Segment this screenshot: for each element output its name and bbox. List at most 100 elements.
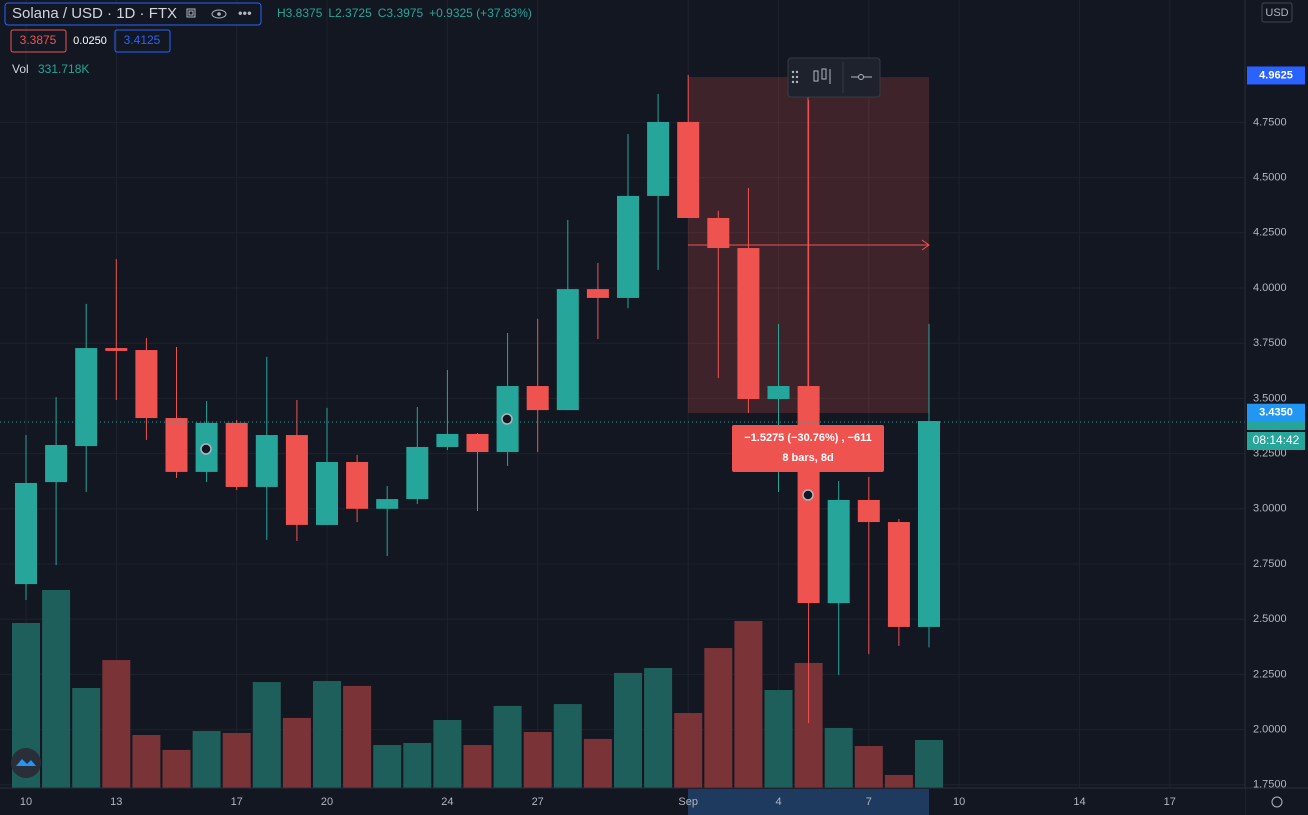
- volume-bar: [282, 717, 311, 788]
- x-tick-label: 20: [321, 796, 333, 808]
- time-axis-labels: 10 13 17 20 24 27 Sep 4 7 10 14 17: [20, 796, 1176, 808]
- volume-bar: [674, 713, 703, 788]
- time-axis: [0, 788, 1245, 815]
- x-tick-label: 24: [441, 796, 453, 808]
- more-icon[interactable]: •••: [238, 5, 252, 20]
- symbol-box[interactable]: [4, 2, 262, 26]
- candle-body: [918, 421, 940, 627]
- volume-bar: [523, 731, 552, 788]
- drag-handle[interactable]: [791, 70, 799, 84]
- y-tick-label: 2.5000: [1253, 613, 1287, 625]
- candle-body: [556, 289, 579, 411]
- settings-icon[interactable]: [813, 68, 831, 84]
- x-tick-label: 4: [775, 796, 781, 808]
- currency-box[interactable]: [1261, 2, 1293, 23]
- logo-mark: [16, 759, 36, 766]
- volume-bar: [583, 738, 612, 788]
- candles: [15, 74, 940, 723]
- volume-bar: [824, 727, 853, 788]
- volume-bar: [343, 685, 372, 788]
- candle-body: [466, 433, 489, 453]
- event-marker[interactable]: [501, 413, 513, 425]
- volume-pane: [12, 590, 943, 788]
- candle-body: [255, 435, 278, 487]
- volume-bar: [915, 739, 943, 788]
- time-range-highlight: [688, 789, 929, 815]
- x-tick-label: 17: [1164, 796, 1176, 808]
- candle-body: [75, 348, 98, 447]
- y-tick-label: 3.2500: [1253, 448, 1287, 460]
- candle-body: [887, 522, 910, 627]
- candle-body: [225, 422, 248, 487]
- ohlc-legend: H3.8375 L2.3725 C3.3975 +0.9325 (+37.83%): [277, 6, 532, 20]
- volume-value: 331.718K: [38, 62, 89, 76]
- volume-bar: [553, 704, 582, 788]
- settings-gear[interactable]: [1271, 796, 1283, 808]
- candle-body: [677, 121, 700, 218]
- candle-body: [316, 461, 338, 525]
- volume-bar: [252, 682, 281, 788]
- candle-body: [15, 482, 37, 585]
- volume-bar: [102, 660, 131, 788]
- bid[interactable]: 3.3875: [20, 33, 57, 47]
- measure-arrow: [921, 239, 930, 251]
- x-tick-label: 7: [866, 796, 872, 808]
- event-marker[interactable]: [200, 443, 212, 455]
- x-tick-label: Sep: [678, 796, 698, 808]
- candle-body: [526, 386, 549, 411]
- event-marker[interactable]: [802, 489, 814, 501]
- ohlc-stat: H3.8375: [277, 6, 323, 20]
- volume-bar: [884, 774, 913, 788]
- volume-bar: [854, 746, 883, 788]
- hide-icon[interactable]: [186, 8, 196, 18]
- volume-bar: [433, 719, 462, 788]
- ohlc-stat: L2.3725: [328, 6, 372, 20]
- y-tick-label: 3.5000: [1253, 392, 1287, 404]
- measure-text: 8 bars, 8d: [782, 452, 833, 464]
- candle-body: [707, 217, 730, 249]
- candle-body: [376, 499, 399, 509]
- ohlc-stat: +0.9325 (+37.83%): [429, 6, 532, 20]
- volume-name: Vol: [12, 62, 29, 76]
- price-tag: [1247, 403, 1305, 422]
- eye-icon[interactable]: [211, 9, 227, 19]
- price-tag-label: 3.4350: [1259, 407, 1293, 419]
- volume-bar: [764, 690, 793, 788]
- ask[interactable]: 3.4125: [124, 33, 161, 47]
- countdown: 08:14:42: [1253, 433, 1300, 447]
- candle-body: [105, 348, 128, 351]
- candle-body: [135, 350, 158, 419]
- candle-body: [165, 418, 188, 472]
- x-tick-label: 17: [231, 796, 243, 808]
- symbol-title[interactable]: Solana / USD · 1D · FTX: [12, 5, 177, 22]
- volume-bar: [704, 648, 733, 788]
- y-tick-label: 4.0000: [1253, 282, 1287, 294]
- volume-bar: [403, 742, 432, 788]
- candle-body: [45, 444, 68, 483]
- bid-box[interactable]: [10, 29, 67, 53]
- candle-body: [436, 433, 459, 447]
- volume-bar: [373, 745, 402, 788]
- ask-box[interactable]: [114, 29, 171, 53]
- currency[interactable]: USD: [1265, 7, 1288, 19]
- volume-bar: [192, 730, 221, 788]
- candle-body: [647, 121, 670, 196]
- line-icon[interactable]: [851, 74, 872, 80]
- y-tick-label: 4.2500: [1253, 227, 1287, 239]
- x-tick-label: 13: [110, 796, 122, 808]
- measure-tooltip: [732, 425, 884, 472]
- x-tick-label: 27: [532, 796, 544, 808]
- candle-body: [285, 435, 308, 525]
- volume-bar: [614, 672, 642, 788]
- volume-bar: [72, 687, 101, 788]
- candle-body: [346, 461, 369, 509]
- y-tick-label: 1.7500: [1253, 779, 1287, 791]
- y-tick-label: 2.2500: [1253, 668, 1287, 680]
- x-tick-label: 14: [1073, 796, 1085, 808]
- y-tick-label: 4.7500: [1253, 116, 1287, 128]
- volume-bar: [313, 681, 341, 788]
- candle-body: [406, 446, 429, 500]
- y-tick-label: 4.5000: [1253, 171, 1287, 183]
